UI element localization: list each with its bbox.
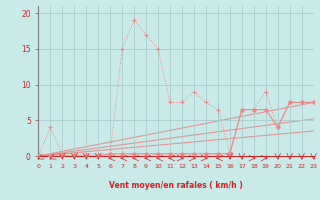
- X-axis label: Vent moyen/en rafales ( km/h ): Vent moyen/en rafales ( km/h ): [109, 181, 243, 190]
